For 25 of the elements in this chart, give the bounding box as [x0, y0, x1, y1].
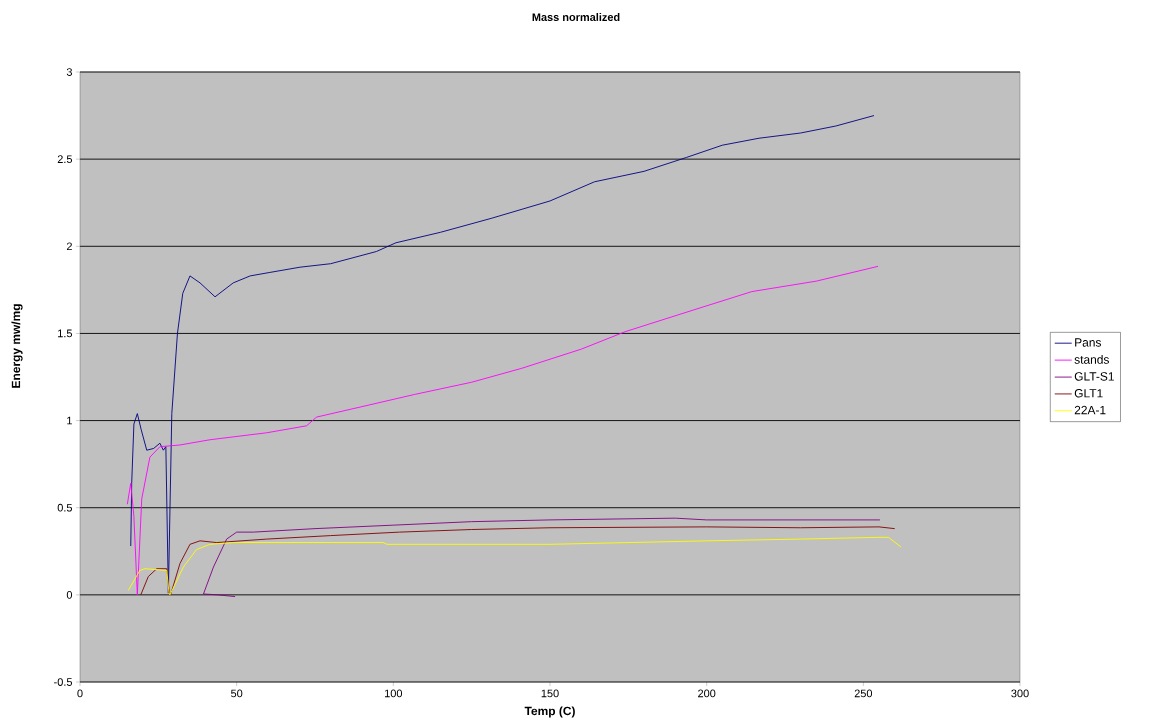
y-tick-label: 1 [67, 416, 72, 425]
line-series [126, 265, 879, 596]
legend-label: stands [1074, 355, 1109, 364]
y-tick-label: 2.5 [57, 155, 73, 164]
chart-title: Mass normalized [532, 12, 620, 22]
line-series [140, 526, 896, 596]
legend-label: GLT-S1 [1074, 372, 1114, 381]
y-tick-label: 0 [66, 590, 73, 599]
x-tick-label: 150 [541, 689, 559, 698]
legend-label: 22A-1 [1074, 405, 1106, 415]
y-tick-label: 3 [66, 68, 72, 76]
y-tick-label: 2 [66, 242, 72, 251]
x-tick-label: 250 [854, 689, 873, 698]
x-axis-title: Temp (C) [524, 706, 575, 718]
legend-label: GLT1 [1074, 389, 1103, 398]
x-tick-label: 0 [77, 689, 83, 698]
y-axis-title: Energy mw/mg [11, 304, 23, 388]
x-tick-label: 100 [385, 689, 403, 698]
x-tick-label: 50 [231, 689, 243, 698]
y-tick-label: 0.5 [57, 503, 73, 512]
legend-label: Pans [1075, 338, 1101, 347]
y-tick-label: 1.5 [58, 329, 73, 338]
y-tick-label: -0.5 [54, 678, 73, 686]
x-tick-label: 200 [698, 689, 716, 698]
x-tick-label: 300 [1011, 689, 1029, 698]
